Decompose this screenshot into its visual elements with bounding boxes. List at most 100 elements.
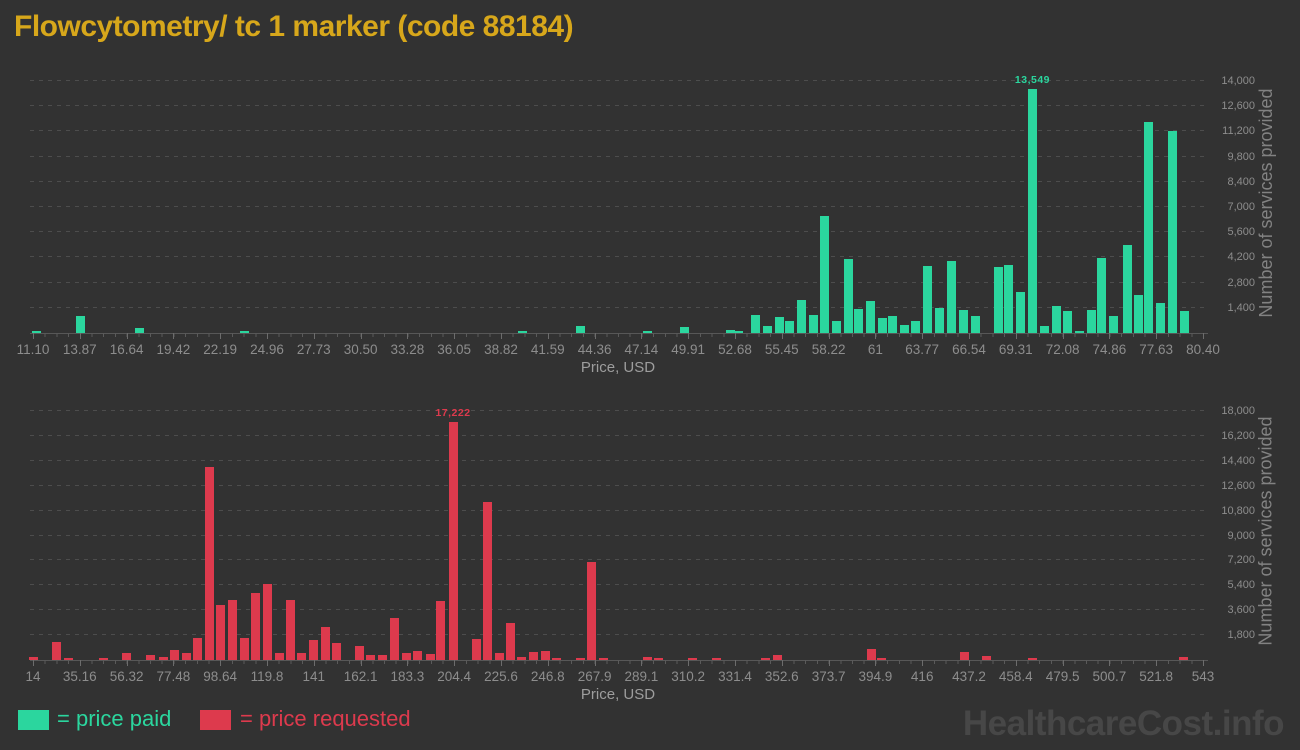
- x-axis-minor-ticks: [33, 333, 1204, 337]
- grid-line: [30, 484, 1205, 486]
- histogram-bar: [170, 650, 180, 660]
- x-axis-major-tick: [501, 333, 502, 339]
- y-axis-title: Number of services provided: [1255, 416, 1276, 646]
- histogram-bar: [286, 599, 296, 660]
- x-tick-label: 35.16: [62, 669, 97, 684]
- y-tick-label: 18,000: [1221, 405, 1255, 417]
- x-axis-major-tick: [641, 333, 643, 339]
- x-tick-label: 331.4: [718, 669, 752, 684]
- x-tick-label: 49.91: [671, 342, 706, 357]
- histogram-bar: [970, 315, 980, 333]
- x-axis-major-tick: [735, 660, 736, 666]
- x-tick-label: 119.8: [250, 669, 284, 684]
- y-tick-label: 1,800: [1227, 629, 1255, 642]
- histogram-bar: [448, 421, 458, 660]
- x-axis-major-tick: [781, 333, 783, 339]
- grid-line: [30, 105, 1205, 107]
- x-tick-label: 63.77: [905, 342, 940, 357]
- x-axis-major-tick: [828, 333, 830, 339]
- histogram-bar: [552, 658, 562, 660]
- histogram-bar: [820, 216, 830, 333]
- histogram-bar: [981, 656, 991, 660]
- x-tick-label: 36.05: [437, 342, 472, 357]
- histogram-bar: [1039, 325, 1049, 333]
- price-requested-legend-label: = price requested: [240, 706, 411, 731]
- y-tick-label: 8,400: [1227, 175, 1255, 188]
- x-axis-major-tick: [875, 660, 877, 666]
- histogram-bar: [1004, 264, 1014, 333]
- x-axis-minor-ticks: [33, 660, 1204, 664]
- x-axis-major-tick: [360, 333, 362, 339]
- histogram-bar: [687, 658, 697, 660]
- page-title: Flowcytometry/ tc 1 marker (code 88184): [14, 10, 574, 43]
- x-axis-major-tick: [501, 660, 502, 666]
- histogram-bar: [1087, 309, 1097, 333]
- x-tick-label: 58.22: [811, 342, 846, 357]
- histogram-bar: [52, 642, 62, 660]
- x-axis-major-tick: [79, 333, 81, 339]
- x-tick-label: 66.54: [952, 342, 986, 357]
- histogram-bar: [413, 650, 423, 660]
- y-tick-label: 9,800: [1227, 150, 1255, 163]
- x-axis-major-tick: [1203, 333, 1204, 339]
- histogram-bar: [1028, 658, 1038, 660]
- x-tick-label: 310.2: [671, 669, 706, 684]
- histogram-bar: [599, 658, 609, 660]
- price-requested-plot-area: 14 35.16 56.32 77.48 98.64 119.8 141 162.1 183.3…: [25, 403, 1214, 684]
- histogram-bar: [832, 320, 842, 333]
- y-axis-title: Number of services provided: [1256, 88, 1276, 318]
- x-axis-major-tick: [1109, 333, 1111, 339]
- x-axis-major-tick: [688, 660, 690, 666]
- y-tick-label: 14,000: [1221, 75, 1255, 87]
- y-tick-label: 7,000: [1227, 201, 1255, 213]
- histogram-bar: [866, 648, 876, 660]
- price-paid-legend-label: = price paid: [57, 706, 172, 731]
- x-tick-label: 11.10: [16, 342, 50, 357]
- x-tick-label: 267.9: [577, 669, 612, 684]
- histogram-bar: [1016, 291, 1026, 333]
- x-tick-label: 543: [1191, 669, 1215, 684]
- histogram-bar: [216, 604, 226, 660]
- grid-line: [30, 130, 1205, 132]
- histogram-bar: [1097, 258, 1107, 333]
- histogram-bar: [332, 643, 342, 660]
- grid-line: [30, 80, 1205, 81]
- histogram-bar: [643, 331, 653, 333]
- x-axis-major-tick: [735, 333, 736, 339]
- x-tick-label: 72.08: [1045, 342, 1080, 357]
- x-tick-label: 77.63: [1139, 342, 1174, 357]
- x-tick-label: 22.19: [203, 342, 238, 357]
- x-tick-label: 44.36: [577, 342, 612, 357]
- histogram-bar: [1075, 331, 1085, 333]
- x-axis-major-tick: [267, 333, 268, 339]
- histogram-bar: [402, 653, 412, 660]
- x-axis-major-tick: [1015, 333, 1017, 339]
- legend: = price paid = price requested: [0, 705, 1000, 745]
- histogram-bar: [529, 651, 539, 660]
- price-paid-chart: 11.10 13.87 16.64 19.42 22.19 24.96 27.73 30.50…: [0, 73, 1300, 383]
- y-tick-label: 14,400: [1221, 454, 1255, 467]
- grid-line: [30, 410, 1205, 411]
- x-axis-major-tick: [547, 660, 549, 666]
- y-tick-label: 12,600: [1221, 100, 1255, 113]
- histogram-bar: [877, 318, 887, 333]
- x-tick-label: 69.31: [998, 342, 1033, 357]
- histogram-bar: [506, 622, 516, 660]
- x-axis-major-tick: [1156, 333, 1158, 339]
- histogram-bar: [134, 327, 144, 333]
- x-tick-label: 437.2: [952, 669, 986, 684]
- x-axis-major-tick: [220, 660, 222, 666]
- x-tick-label: 55.45: [764, 342, 799, 357]
- histogram-bar: [251, 593, 261, 660]
- histogram-bar: [680, 327, 690, 333]
- x-axis-major-tick: [1203, 660, 1204, 666]
- x-axis-major-tick: [407, 660, 409, 666]
- x-tick-label: 98.64: [203, 669, 238, 684]
- histogram-bar: [642, 657, 652, 660]
- x-tick-label: 162.1: [343, 669, 378, 684]
- histogram-bar: [63, 658, 73, 660]
- x-axis-major-tick: [1062, 333, 1064, 339]
- histogram-bar: [762, 326, 772, 333]
- histogram-bar: [518, 331, 528, 333]
- x-axis-major-tick: [126, 660, 128, 666]
